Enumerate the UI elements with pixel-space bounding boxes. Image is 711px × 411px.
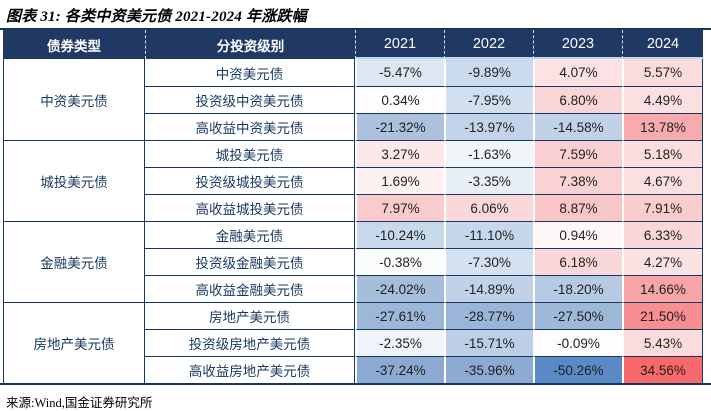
source-note: 来源:Wind,国金证券研究所 <box>6 396 153 410</box>
value-cell: 7.38% <box>533 167 622 194</box>
value-cell: -3.35% <box>444 167 533 194</box>
bond-type-cell: 城投美元债 <box>3 140 145 221</box>
value-cell: -27.50% <box>533 302 622 329</box>
header-year-2024: 2024 <box>622 30 703 59</box>
value-cell: 6.06% <box>444 194 533 221</box>
value-cell: -37.24% <box>355 356 444 383</box>
header-grade: 分投资级别 <box>145 30 355 59</box>
table-row: 高收益房地产美元债 -37.24% -35.96% -50.26% 34.56% <box>3 356 703 383</box>
value-cell: 4.49% <box>622 86 703 113</box>
header-year-2023: 2023 <box>533 30 622 59</box>
table-row: 房地产美元债 房地产美元债 -27.61% -28.77% -27.50% 21.50% <box>3 302 703 383</box>
table-row: 投资级金融美元债 -0.38% -7.30% 6.18% 4.27% <box>3 248 703 275</box>
table-body: 中资美元债 中资美元债 -5.47% -9.89% 4.07% 5.57% 投资级中资美元债… <box>3 59 703 383</box>
grade-label-cell: 投资级中资美元债 <box>145 86 355 113</box>
value-cell: 5.57% <box>622 59 703 86</box>
value-cell: -13.97% <box>444 113 533 140</box>
bottom-divider <box>0 383 711 385</box>
value-cell: 1.69% <box>355 167 444 194</box>
table-row: 中资美元债 中资美元债 -5.47% -9.89% 4.07% 5.57% <box>3 59 703 140</box>
returns-table: 债券类型 分投资级别 2021 2022 2023 2024 中资美元债 中资美元… <box>3 30 703 383</box>
value-cell: -28.77% <box>444 302 533 329</box>
value-cell: 6.18% <box>533 248 622 275</box>
bond-type-cell: 房地产美元债 <box>3 302 145 383</box>
grade-label-cell: 投资级城投美元债 <box>145 167 355 194</box>
value-cell: -9.89% <box>444 59 533 86</box>
value-cell: -7.30% <box>444 248 533 275</box>
bond-type-cell: 中资美元债 <box>3 59 145 140</box>
grade-label-cell: 投资级金融美元债 <box>145 248 355 275</box>
value-cell: -35.96% <box>444 356 533 383</box>
value-cell: -2.35% <box>355 329 444 356</box>
value-cell: -1.63% <box>444 140 533 167</box>
header-row: 债券类型 分投资级别 2021 2022 2023 2024 <box>3 30 703 59</box>
table-row: 投资级房地产美元债 -2.35% -15.71% -0.09% 5.43% <box>3 329 703 356</box>
value-cell: -11.10% <box>444 221 533 248</box>
value-cell: 4.67% <box>622 167 703 194</box>
value-cell: 21.50% <box>622 302 703 329</box>
table-row: 金融美元债 金融美元债 -10.24% -11.10% 0.94% 6.33% <box>3 221 703 302</box>
header-year-2022: 2022 <box>444 30 533 59</box>
header-bond-type: 债券类型 <box>3 30 145 59</box>
value-cell: 13.78% <box>622 113 703 140</box>
value-cell: -0.38% <box>355 248 444 275</box>
value-cell: -27.61% <box>355 302 444 329</box>
value-cell: 14.66% <box>622 275 703 302</box>
grade-label-cell: 投资级房地产美元债 <box>145 329 355 356</box>
value-cell: 5.18% <box>622 140 703 167</box>
value-cell: -18.20% <box>533 275 622 302</box>
value-cell: -50.26% <box>533 356 622 383</box>
value-cell: 0.94% <box>533 221 622 248</box>
value-cell: -21.32% <box>355 113 444 140</box>
table-row: 高收益中资美元债 -21.32% -13.97% -14.58% 13.78% <box>3 113 703 140</box>
value-cell: 4.07% <box>533 59 622 86</box>
top-divider <box>0 28 711 30</box>
value-cell: 8.87% <box>533 194 622 221</box>
value-cell: -14.58% <box>533 113 622 140</box>
grade-label-cell: 高收益金融美元债 <box>145 275 355 302</box>
header-year-2021: 2021 <box>355 30 444 59</box>
value-cell: 7.91% <box>622 194 703 221</box>
value-cell: 5.43% <box>622 329 703 356</box>
grade-label-cell: 房地产美元债 <box>145 302 355 329</box>
bond-type-cell: 金融美元债 <box>3 221 145 302</box>
value-cell: -0.09% <box>533 329 622 356</box>
value-cell: -10.24% <box>355 221 444 248</box>
value-cell: -24.02% <box>355 275 444 302</box>
grade-label-cell: 高收益房地产美元债 <box>145 356 355 383</box>
value-cell: 34.56% <box>622 356 703 383</box>
value-cell: 6.80% <box>533 86 622 113</box>
grade-label-cell: 金融美元债 <box>145 221 355 248</box>
table-row: 高收益城投美元债 7.97% 6.06% 8.87% 7.91% <box>3 194 703 221</box>
figure-title: 图表 31: 各类中资美元债 2021-2024 年涨跌幅 <box>6 9 307 25</box>
value-cell: 7.97% <box>355 194 444 221</box>
value-cell: -5.47% <box>355 59 444 86</box>
grade-label-cell: 高收益中资美元债 <box>145 113 355 140</box>
value-cell: -7.95% <box>444 86 533 113</box>
table-row: 城投美元债 城投美元债 3.27% -1.63% 7.59% 5.18% <box>3 140 703 221</box>
grade-label-cell: 中资美元债 <box>145 59 355 86</box>
value-cell: 6.33% <box>622 221 703 248</box>
value-cell: -15.71% <box>444 329 533 356</box>
table-row: 投资级城投美元债 1.69% -3.35% 7.38% 4.67% <box>3 167 703 194</box>
grade-label-cell: 城投美元债 <box>145 140 355 167</box>
value-cell: 7.59% <box>533 140 622 167</box>
value-cell: 3.27% <box>355 140 444 167</box>
value-cell: 4.27% <box>622 248 703 275</box>
table-row: 投资级中资美元债 0.34% -7.95% 6.80% 4.49% <box>3 86 703 113</box>
grade-label-cell: 高收益城投美元债 <box>145 194 355 221</box>
table-row: 高收益金融美元债 -24.02% -14.89% -18.20% 14.66% <box>3 275 703 302</box>
value-cell: -14.89% <box>444 275 533 302</box>
value-cell: 0.34% <box>355 86 444 113</box>
